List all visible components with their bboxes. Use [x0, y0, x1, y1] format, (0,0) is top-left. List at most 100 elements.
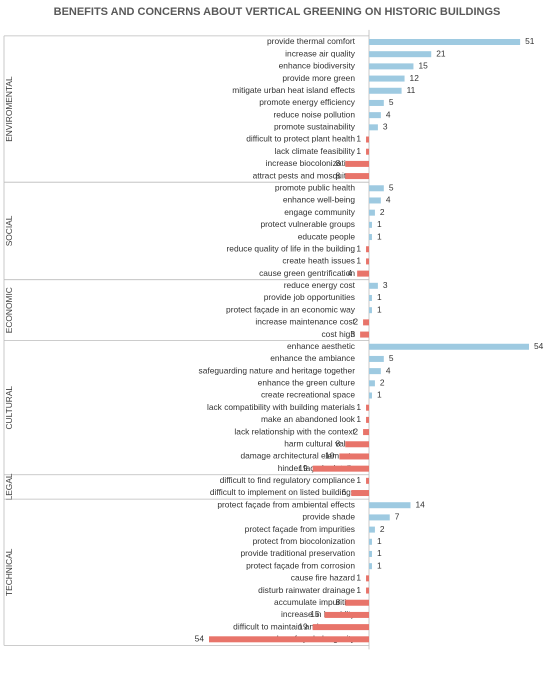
value-label: 8	[336, 438, 341, 448]
category-label: protect from biocolonization	[253, 536, 356, 546]
bar	[345, 173, 369, 180]
value-label: 5	[389, 353, 394, 363]
category-label: promote sustainability	[274, 122, 356, 132]
value-label: 2	[380, 524, 385, 534]
category-label: enhance well-being	[283, 195, 356, 205]
category-label: mitigate urban heat island effects	[232, 85, 355, 95]
category-label: damage architectural elements	[240, 451, 355, 461]
bar	[369, 197, 381, 204]
category-label: difficult to implement on listed buildin…	[210, 487, 355, 497]
bar	[369, 294, 372, 301]
bar	[369, 87, 402, 94]
value-label: 4	[386, 365, 391, 375]
category-label: educate people	[298, 231, 356, 241]
bar	[209, 636, 369, 643]
category-label: increase in humidity	[281, 609, 356, 619]
value-label: 1	[377, 548, 382, 558]
value-label: 3	[383, 122, 388, 132]
value-label: 2	[380, 207, 385, 217]
bar	[369, 502, 411, 509]
value-label: 2	[353, 317, 358, 327]
bar	[357, 270, 369, 277]
bar	[339, 453, 369, 460]
category-label: protect façade from corrosion	[246, 560, 355, 570]
value-label: 5	[389, 182, 394, 192]
value-label: 15	[310, 609, 320, 619]
value-label: 1	[377, 304, 382, 314]
value-label: 19	[298, 621, 308, 631]
category-label: protect façade from impurities	[245, 524, 355, 534]
value-label: 1	[377, 390, 382, 400]
bar	[363, 319, 369, 326]
value-label: 2	[380, 378, 385, 388]
value-label: 1	[377, 560, 382, 570]
value-label: 6	[342, 487, 347, 497]
value-label: 54	[534, 341, 544, 351]
value-label: 8	[336, 597, 341, 607]
category-label: difficult to protect plant health	[246, 134, 355, 144]
value-label: 1	[356, 402, 361, 412]
bar	[369, 124, 378, 131]
bar	[366, 246, 369, 253]
category-label: safeguarding nature and heritage togethe…	[199, 365, 356, 375]
value-label: 1	[356, 475, 361, 485]
bar	[369, 380, 375, 387]
category-label: make an abandoned look	[261, 414, 356, 424]
bar	[369, 550, 372, 557]
group-label: ENVIROMENTAL	[4, 76, 14, 142]
category-label: provide job opportunities	[264, 292, 355, 302]
bar	[369, 514, 390, 521]
value-label: 21	[436, 48, 446, 58]
category-label: provide shade	[302, 512, 355, 522]
chart-title: BENEFITS AND CONCERNS ABOUT VERTICAL GRE…	[54, 6, 501, 18]
value-label: 1	[356, 585, 361, 595]
value-label: 1	[356, 243, 361, 253]
bar	[369, 343, 529, 350]
value-label: 11	[407, 85, 416, 95]
bar	[366, 404, 369, 411]
value-label: 19	[298, 463, 308, 473]
value-label: 1	[356, 146, 361, 156]
category-label: cost high	[321, 329, 355, 339]
bar	[312, 465, 369, 472]
category-label: increase biocolonization	[266, 158, 356, 168]
value-label: 51	[525, 36, 535, 46]
category-label: protect façade in an economic way	[226, 304, 356, 314]
bar	[366, 587, 369, 594]
category-label: enhance biodiversity	[279, 61, 356, 71]
bar	[369, 112, 381, 119]
value-label: 8	[336, 158, 341, 168]
bar	[369, 185, 384, 192]
category-label: cause green gentrification	[259, 268, 355, 278]
category-label: accumulate impurities	[274, 597, 355, 607]
bar	[366, 477, 369, 484]
category-label: difficult to find regulatory compliance	[220, 475, 356, 485]
category-label: promote energy efficiency	[259, 97, 356, 107]
value-label: 1	[356, 573, 361, 583]
bar	[366, 136, 369, 143]
value-label: 54	[195, 634, 205, 644]
category-label: engage community	[284, 207, 356, 217]
bar	[369, 51, 432, 58]
bar	[345, 441, 369, 448]
category-label: create heath issues	[282, 256, 355, 266]
category-label: promote public health	[275, 182, 355, 192]
bar	[369, 563, 372, 570]
category-label: protect façade from ambiental effects	[217, 499, 355, 509]
value-label: 1	[377, 219, 382, 229]
group-label: LEGAL	[4, 473, 14, 500]
value-label: 3	[350, 329, 355, 339]
category-label: protect vulnerable groups	[260, 219, 355, 229]
bar	[351, 490, 369, 497]
bar	[369, 209, 375, 216]
value-label: 5	[389, 97, 394, 107]
value-label: 2	[353, 426, 358, 436]
value-label: 1	[356, 414, 361, 424]
bar	[366, 258, 369, 265]
bar	[369, 221, 372, 228]
category-label: increase air quality	[285, 48, 356, 58]
category-label: disturb rainwater drainage	[258, 585, 355, 595]
bar	[366, 575, 369, 582]
value-label: 1	[356, 134, 361, 144]
